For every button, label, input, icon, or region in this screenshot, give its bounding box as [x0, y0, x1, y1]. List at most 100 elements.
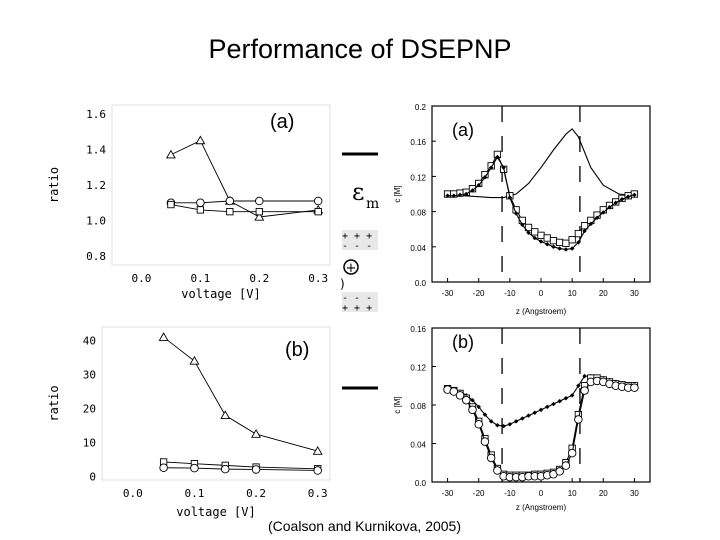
data-point-markers-1: [574, 229, 583, 238]
data-point-lower-2: [474, 419, 483, 429]
y-axis-label: c [M]: [393, 396, 402, 413]
y-tick-label: 0.2: [415, 103, 427, 112]
data-point-lower-2: [493, 466, 502, 475]
panel-label: (a): [452, 120, 474, 140]
data-point-markers-2: [569, 246, 575, 251]
x-tick-label: 30: [630, 489, 639, 498]
data-point-circle: [251, 465, 261, 474]
x-axis-label: voltage [V]: [176, 505, 255, 519]
data-point-upper: [557, 398, 563, 404]
y-tick-label: 0.0: [415, 479, 427, 488]
data-point-markers-1: [537, 231, 545, 240]
data-point-markers-2: [526, 230, 531, 236]
data-point-markers-2: [632, 192, 637, 198]
data-point-markers-1: [543, 234, 551, 242]
data-point-triangle: [158, 332, 169, 341]
data-point-markers-2: [625, 194, 631, 199]
y-tick-label: 0.04: [410, 244, 426, 253]
data-point-markers-1: [531, 228, 539, 236]
data-point-square: [255, 208, 263, 216]
y-tick-label: 10: [83, 437, 96, 450]
x-tick-label: 0.3: [308, 487, 328, 500]
x-tick-label: 20: [599, 289, 608, 298]
citation: (Coalson and Kurnikova, 2005): [268, 518, 462, 534]
plot-frame: [111, 104, 331, 266]
x-tick-label: 0.3: [308, 272, 328, 285]
data-point-square: [196, 206, 205, 214]
data-point-markers-1: [562, 239, 570, 247]
x-tick-label: 0: [539, 489, 544, 498]
slide-title: Performance of DSEPNP: [208, 34, 512, 64]
data-point-lower-2: [561, 461, 571, 470]
y-tick-label: 1.2: [86, 179, 106, 192]
x-tick-label: 20: [599, 489, 608, 498]
data-point-upper: [513, 419, 519, 424]
data-point-triangle: [220, 410, 231, 420]
charge-row-minus-bottom: - - -: [342, 293, 372, 304]
charge-layer-bottom: [342, 292, 378, 312]
data-point-markers-2: [607, 204, 612, 210]
membrane-schematic-strip: ε m + + + - - - + ) - - - + + +: [338, 140, 390, 400]
data-point-markers-2: [582, 228, 587, 234]
x-tick-label: 0.0: [132, 272, 152, 285]
data-point-circle: [313, 466, 322, 475]
data-point-lower-2: [462, 395, 471, 405]
ratio-chart-b: 0 10 20 30 40 0.0 0.1 0.2 0.3 voltage [V] ratio (b): [47, 326, 331, 519]
data-point-markers-2: [538, 239, 544, 244]
data-point-triangle: [254, 211, 265, 221]
x-tick-label: -20: [473, 489, 485, 498]
data-point-lower-2: [574, 415, 583, 424]
data-point-lower-2: [468, 405, 477, 415]
y-axis-label: ratio: [47, 167, 61, 203]
data-point-markers-2: [482, 174, 488, 180]
panel-label: (b): [285, 339, 309, 361]
y-tick-label: 0.04: [410, 441, 426, 450]
data-point-markers-2: [463, 191, 469, 197]
x-tick-label: 10: [568, 289, 577, 298]
data-point-lower-2: [480, 437, 490, 446]
data-point-markers-2: [488, 165, 494, 170]
data-point-upper: [582, 373, 587, 379]
data-point-markers-2: [619, 196, 625, 202]
x-tick-label: 0.2: [249, 272, 269, 285]
y-tick-label: 0.12: [410, 173, 426, 182]
data-point-markers-2: [445, 193, 450, 199]
data-point-triangle: [312, 445, 323, 455]
data-point-markers-2: [600, 210, 606, 215]
y-tick-label: 0.8: [86, 250, 106, 263]
data-point-circle: [190, 463, 199, 473]
data-point-upper: [551, 401, 556, 407]
data-point-markers-2: [501, 165, 506, 170]
data-point-markers-2: [470, 188, 475, 193]
x-tick-label: 0.1: [190, 272, 210, 285]
epsilon-subscript: m: [366, 196, 379, 212]
data-point-markers-2: [519, 222, 525, 228]
data-point-markers-2: [457, 192, 463, 198]
data-point-upper: [507, 421, 513, 427]
x-tick-label: 0.1: [184, 487, 204, 500]
data-point-markers-2: [532, 235, 538, 241]
data-point-upper: [488, 419, 494, 424]
concentration-chart-a: 0.0 0.04 0.08 0.12 0.16 0.2 -30 -20 -10 0 10 20 30 z …: [393, 103, 651, 316]
x-tick-label: 10: [568, 489, 577, 498]
data-point-lower-2: [630, 383, 639, 392]
data-point-markers-2: [476, 182, 482, 188]
charge-circle-sign: +: [346, 261, 357, 276]
data-point-lower-2: [567, 448, 577, 458]
charge-row-minus-top: - - -: [342, 241, 372, 252]
y-tick-label: 1.4: [86, 143, 106, 156]
y-tick-label: 0.0: [415, 279, 427, 288]
data-point-circle: [313, 196, 323, 206]
x-tick-label: 0.0: [123, 487, 143, 500]
data-point-upper: [544, 404, 550, 410]
data-point-markers-2: [495, 154, 500, 160]
data-point-upper: [476, 404, 482, 410]
data-point-square: [226, 208, 234, 216]
x-tick-label: -10: [504, 489, 516, 498]
data-point-markers-1: [556, 238, 564, 247]
y-tick-label: 0.16: [410, 138, 426, 147]
x-tick-label: -30: [442, 489, 454, 498]
x-tick-label: 0: [539, 289, 544, 298]
series-line-smooth: [447, 128, 635, 199]
data-point-upper: [470, 397, 475, 403]
